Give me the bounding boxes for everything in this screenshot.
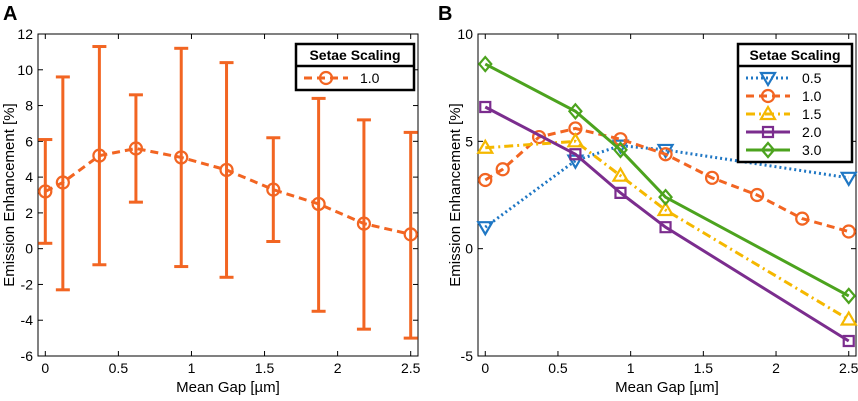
plot-frame	[477, 33, 857, 357]
data-point-marker	[495, 162, 510, 177]
legend-swatch-marker	[318, 70, 334, 86]
series-line	[485, 139, 850, 321]
x-tick-label: 0.5	[109, 360, 129, 376]
legend-entry-label: 1.0	[802, 88, 822, 104]
series-line	[484, 144, 849, 229]
data-point-marker	[566, 132, 585, 148]
legend-swatch-marker	[759, 104, 777, 121]
x-tick-label: 0	[481, 360, 489, 376]
x-tick-label: 0	[41, 360, 49, 376]
data-point-marker	[659, 221, 672, 234]
data-point-marker	[219, 162, 234, 178]
series-1-5	[476, 132, 858, 326]
series-1-0	[478, 121, 856, 239]
data-point-marker	[841, 224, 856, 239]
legend-swatch-marker	[761, 125, 775, 139]
series-line	[484, 62, 850, 298]
y-tick-label: -4	[21, 312, 34, 328]
data-point-marker	[658, 188, 673, 206]
legend-title: Setae Scaling	[749, 47, 840, 63]
y-tick-label: 12	[17, 26, 33, 42]
legend-entry-label: 0.5	[802, 70, 822, 86]
data-point-marker	[174, 150, 189, 165]
data-point-marker	[478, 172, 493, 188]
legend-swatch-marker	[760, 88, 776, 104]
legend-box	[736, 42, 854, 164]
panel-letter: A	[3, 3, 17, 25]
y-tick-label: 8	[25, 98, 33, 114]
series-1-0	[38, 45, 418, 340]
data-point-marker	[613, 132, 628, 147]
data-point-marker	[567, 102, 583, 120]
data-point-marker	[92, 148, 107, 163]
data-point-marker	[38, 184, 53, 199]
x-axis-label: Mean Gap [µm]	[615, 379, 719, 396]
x-tick-label: 1.5	[694, 360, 714, 376]
y-tick-label: 2	[25, 205, 33, 221]
y-tick-label: 0	[465, 241, 473, 257]
data-point-marker	[476, 221, 495, 237]
data-point-marker	[656, 200, 675, 217]
data-point-marker	[311, 196, 326, 212]
series-line	[484, 105, 850, 343]
x-tick-label: 1.5	[255, 360, 275, 376]
y-tick-label: -5	[461, 348, 474, 364]
series-2-0	[479, 100, 855, 348]
data-point-marker	[658, 147, 673, 162]
data-point-marker	[613, 141, 628, 159]
y-axis-label: Emission Enhancement [%]	[1, 103, 18, 286]
plot-frame	[37, 33, 419, 357]
data-point-marker	[750, 187, 765, 203]
data-point-marker	[841, 287, 857, 305]
data-point-marker	[842, 334, 855, 348]
data-point-marker	[477, 55, 493, 73]
x-tick-label: 2	[334, 360, 342, 376]
data-point-marker	[656, 143, 675, 160]
legend-entry-label: 2.0	[802, 124, 822, 140]
data-point-marker	[839, 310, 858, 326]
data-point-marker	[479, 100, 492, 114]
legend-entry-label: 3.0	[802, 142, 822, 158]
data-point-marker	[704, 170, 720, 185]
data-point-marker	[476, 138, 495, 154]
data-point-marker	[403, 227, 418, 242]
data-point-marker	[128, 141, 144, 156]
data-point-marker	[795, 211, 810, 226]
x-tick-label: 2.5	[401, 360, 421, 376]
legend-entry-label: 1.0	[360, 70, 380, 86]
series-line	[484, 126, 850, 233]
data-point-marker	[569, 148, 582, 161]
x-tick-label: 1	[188, 360, 196, 376]
x-tick-label: 1	[627, 360, 635, 376]
y-tick-label: -2	[21, 276, 34, 292]
x-axis-label: Mean Gap [µm]	[176, 379, 280, 396]
data-point-marker	[611, 166, 630, 182]
x-tick-label: 2	[772, 360, 780, 376]
x-tick-label: 0.5	[548, 360, 568, 376]
series-3-0	[477, 55, 857, 305]
y-tick-label: 5	[465, 133, 473, 149]
data-point-marker	[839, 171, 858, 188]
y-tick-label: -6	[21, 348, 34, 364]
y-axis-label: Emission Enhancement [%]	[447, 103, 464, 286]
panel-letter: B	[438, 3, 452, 25]
series-line	[44, 146, 412, 236]
x-tick-label: 2.5	[839, 360, 858, 376]
legend-title: Setae Scaling	[309, 47, 400, 63]
data-point-marker	[614, 186, 627, 199]
y-tick-label: 10	[17, 62, 33, 78]
legend-swatch-marker	[759, 71, 777, 88]
data-point-marker	[356, 216, 372, 231]
data-point-marker	[55, 175, 70, 190]
legend-swatch-marker	[760, 141, 776, 159]
y-tick-label: 6	[25, 133, 33, 149]
y-tick-label: 4	[25, 169, 33, 185]
data-point-marker	[266, 182, 281, 197]
y-tick-label: 10	[457, 26, 473, 42]
y-tick-label: 0	[25, 241, 33, 257]
legend-entry-label: 1.5	[802, 106, 822, 122]
